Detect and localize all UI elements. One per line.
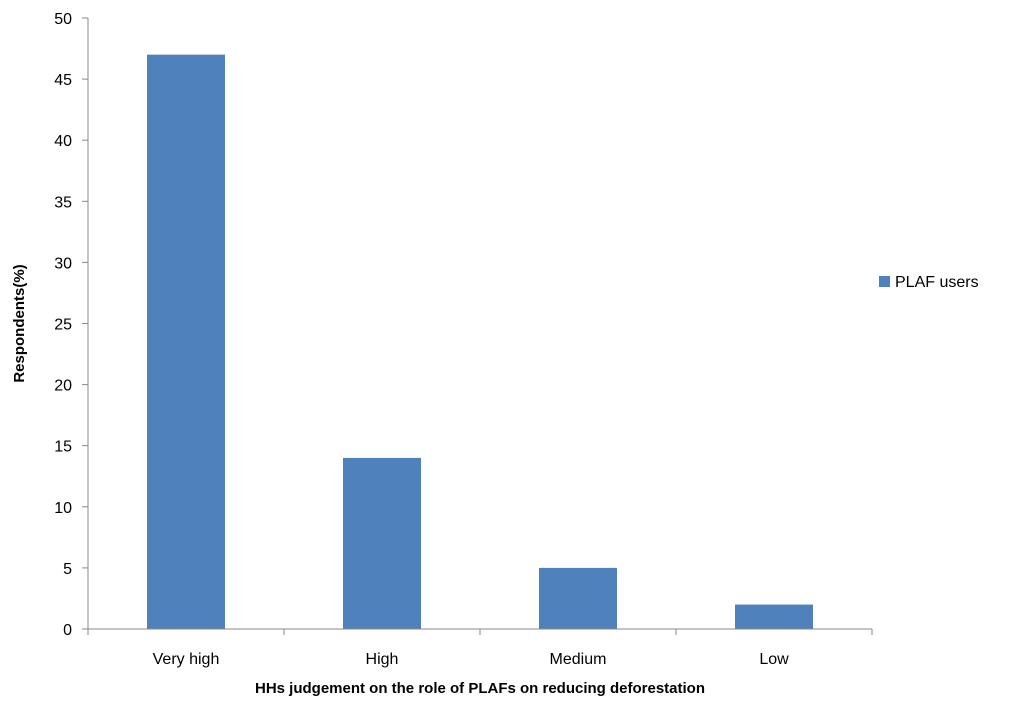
x-tick-label: High <box>366 651 399 668</box>
y-tick-label: 25 <box>54 317 72 334</box>
y-tick-label: 35 <box>54 194 72 211</box>
y-tick-label: 5 <box>63 561 72 578</box>
bar <box>343 457 421 629</box>
legend: PLAF users <box>879 274 979 291</box>
y-axis-title: Respondents(%) <box>11 264 28 382</box>
y-tick-label: 0 <box>63 622 72 639</box>
x-tick-label: Medium <box>550 651 607 668</box>
y-tick-label: 10 <box>54 500 72 517</box>
y-axis-ticks: 0 5 10 15 20 25 30 35 40 45 50 <box>54 11 88 639</box>
y-tick-label: 30 <box>54 255 72 272</box>
x-tick-label: Low <box>759 651 789 668</box>
bar <box>735 604 813 629</box>
bars <box>147 54 813 630</box>
x-axis-ticks: Very high High Medium Low <box>87 629 873 668</box>
y-tick-label: 45 <box>54 72 72 89</box>
y-tick-label: 15 <box>54 439 72 456</box>
bar <box>539 567 617 629</box>
x-tick-label: Very high <box>153 651 220 668</box>
bar <box>147 54 225 630</box>
y-tick-label: 20 <box>54 378 72 395</box>
legend-label: PLAF users <box>895 274 979 291</box>
x-axis-title: HHs judgement on the role of PLAFs on re… <box>255 680 705 697</box>
y-tick-label: 50 <box>54 11 72 28</box>
y-tick-label: 40 <box>54 133 72 150</box>
legend-swatch <box>879 276 890 287</box>
